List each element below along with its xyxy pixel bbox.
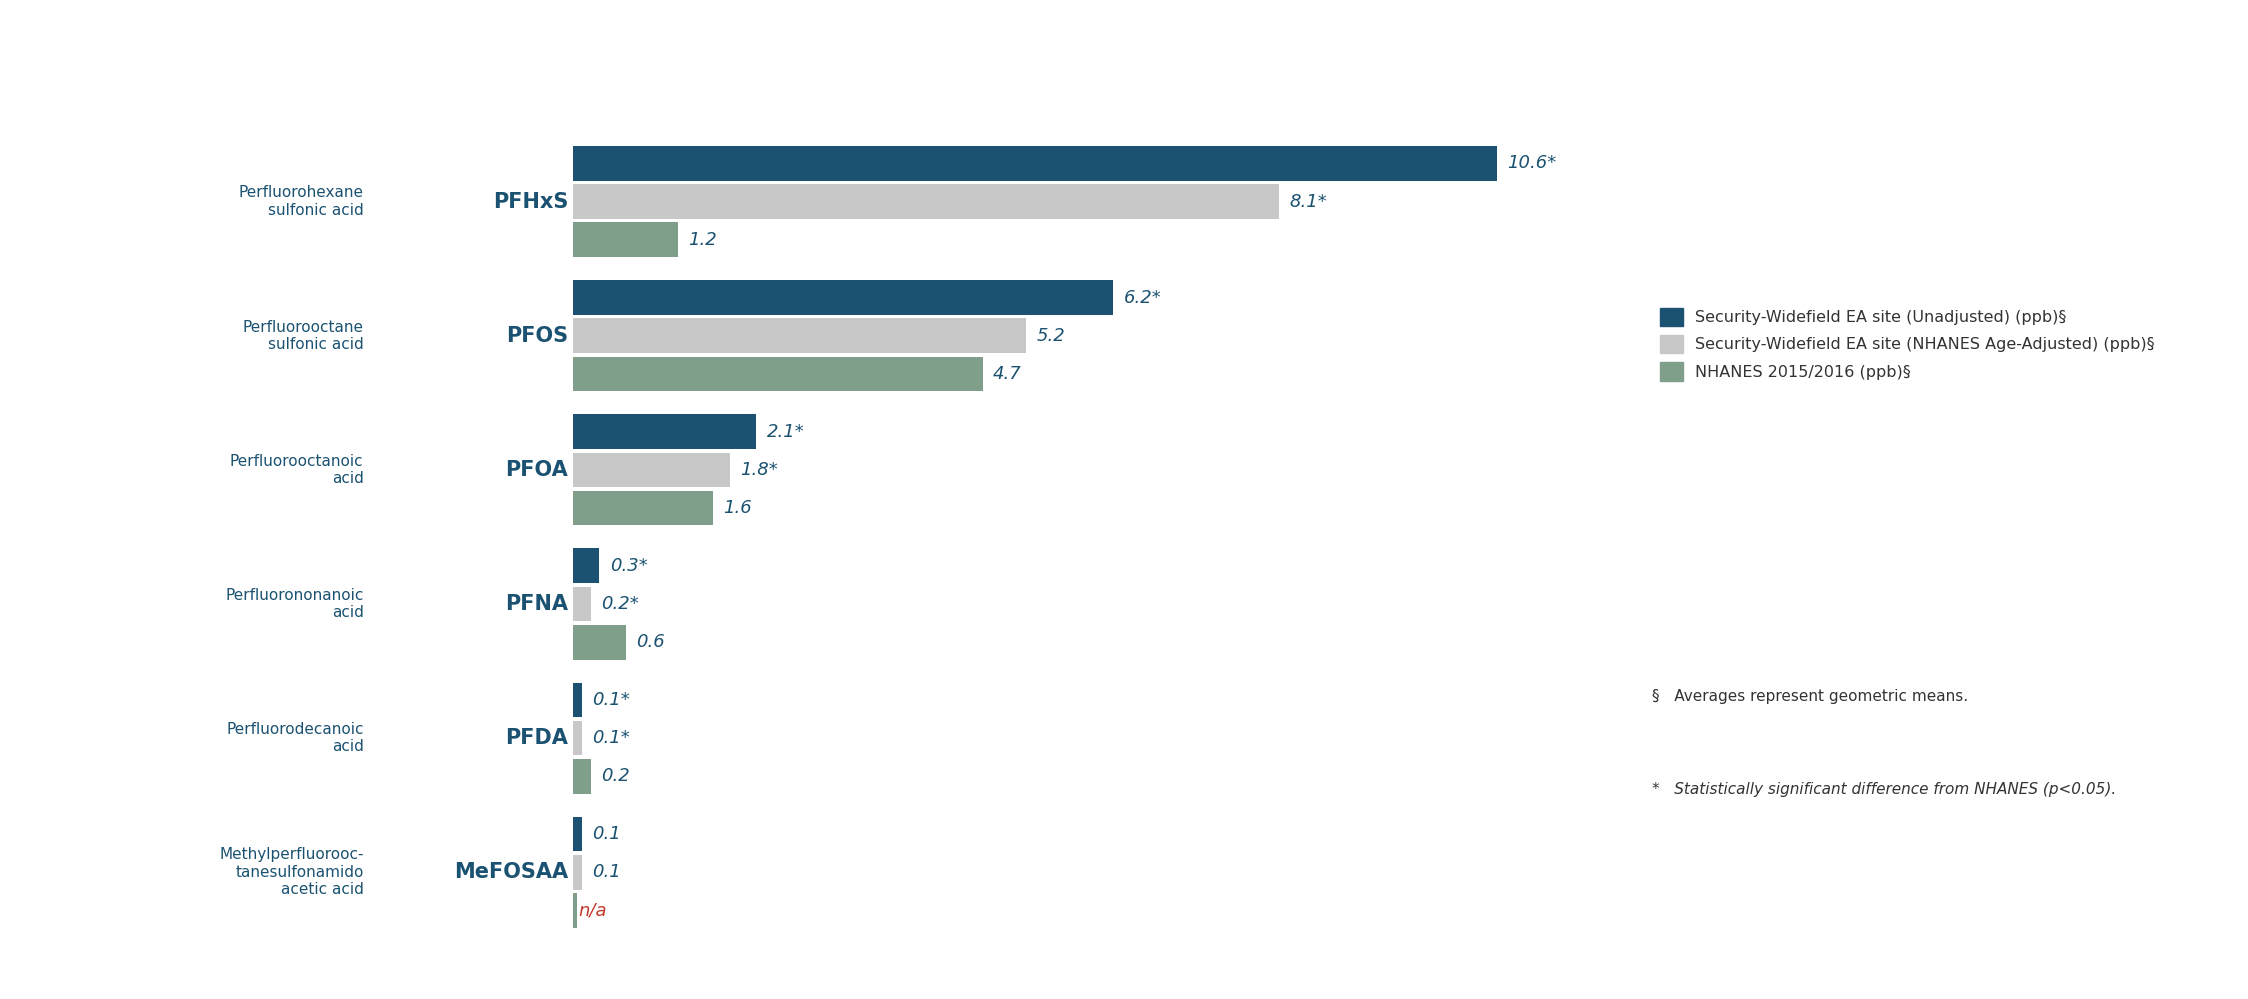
Text: PFNA: PFNA: [506, 594, 569, 614]
Bar: [573, 759, 591, 793]
Bar: [573, 682, 582, 717]
Text: Perfluorooctanoic
acid: Perfluorooctanoic acid: [229, 454, 364, 487]
Bar: [573, 855, 582, 890]
Text: 0.2*: 0.2*: [600, 595, 638, 613]
Text: PFHxS: PFHxS: [492, 192, 569, 212]
Text: §   Averages represent geometric means.: § Averages represent geometric means.: [1652, 689, 1969, 704]
Text: PFDA: PFDA: [506, 728, 569, 748]
Bar: [573, 624, 625, 659]
Bar: [573, 415, 755, 450]
Bar: [573, 184, 1279, 219]
Text: Perfluorooctane
sulfonic acid: Perfluorooctane sulfonic acid: [243, 320, 364, 352]
Text: 1.8*: 1.8*: [740, 461, 778, 479]
Text: Perfluorohexane
sulfonic acid: Perfluorohexane sulfonic acid: [238, 186, 364, 218]
Bar: [573, 721, 582, 755]
Text: 0.1*: 0.1*: [593, 691, 629, 709]
Text: Perfluorodecanoic
acid: Perfluorodecanoic acid: [227, 722, 364, 754]
Text: 0.1*: 0.1*: [593, 729, 629, 747]
Bar: [573, 223, 677, 257]
Text: 6.2*: 6.2*: [1124, 289, 1162, 307]
Text: 5.2: 5.2: [1036, 327, 1066, 345]
Text: 2.1*: 2.1*: [767, 423, 805, 441]
Text: 4.7: 4.7: [994, 365, 1023, 383]
Text: MeFOSAA: MeFOSAA: [454, 862, 569, 882]
Text: PFOA: PFOA: [506, 460, 569, 480]
Text: 10.6*: 10.6*: [1506, 155, 1556, 173]
Text: Perfluorononanoic
acid: Perfluorononanoic acid: [225, 587, 364, 620]
Text: 1.6: 1.6: [724, 500, 751, 517]
Text: Security-Widefield EA site average PFAS blood levels compared to national averag: Security-Widefield EA site average PFAS …: [27, 33, 1434, 62]
Bar: [573, 586, 591, 621]
Bar: [573, 281, 1113, 315]
Text: *   Statistically significant difference from NHANES (p<0.05).: * Statistically significant difference f…: [1652, 781, 2118, 796]
Bar: [573, 548, 600, 583]
Text: 1.2: 1.2: [688, 231, 717, 249]
Text: PFOS: PFOS: [506, 326, 569, 346]
Text: Methylperfluorooc-
tanesulfonamido
acetic acid: Methylperfluorooc- tanesulfonamido aceti…: [218, 847, 364, 897]
Text: n/a: n/a: [578, 901, 607, 919]
Legend: Security-Widefield EA site (Unadjusted) (ppb)§, Security-Widefield EA site (NHAN: Security-Widefield EA site (Unadjusted) …: [1661, 308, 2156, 381]
Text: 0.1: 0.1: [593, 863, 620, 881]
Bar: [573, 893, 578, 928]
Text: 8.1*: 8.1*: [1290, 193, 1326, 211]
Bar: [573, 357, 982, 392]
Text: 0.6: 0.6: [636, 633, 665, 651]
Text: 0.2: 0.2: [600, 767, 629, 785]
Bar: [573, 817, 582, 851]
Bar: [573, 491, 713, 525]
Bar: [573, 453, 731, 488]
Text: 0.3*: 0.3*: [609, 556, 647, 574]
Text: 0.1: 0.1: [593, 825, 620, 843]
Bar: [573, 319, 1025, 353]
Bar: [573, 146, 1497, 181]
